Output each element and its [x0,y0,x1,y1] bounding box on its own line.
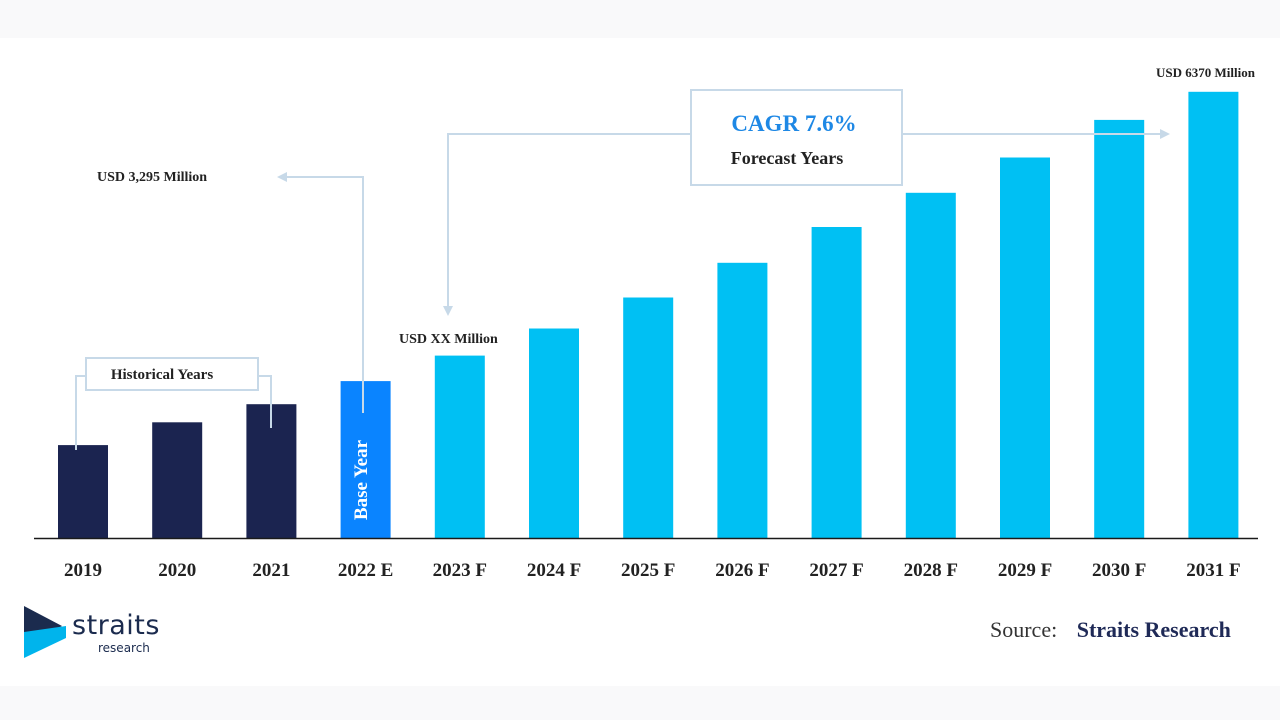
source-prefix: Source: [990,617,1058,642]
x-tick-label: 2024 F [527,560,581,581]
brand-name: straits [72,610,160,641]
forecast-years-label: Forecast Years [731,148,843,168]
bar-2026-f [717,262,768,538]
cagr-label: CAGR 7.6% [731,111,856,136]
forecast-connector-left [447,133,691,308]
bottom-band [0,686,1280,720]
x-tick-label: 2026 F [715,560,769,581]
bar-2022-e [340,381,391,538]
bar-2030-f [1094,119,1145,539]
base-year-label: Base Year [351,439,372,520]
base-value-label: USD 3,295 Million [97,170,207,185]
market-size-bar-chart: 2019 2020 2021 2022 E 2023 F 2024 F 2025 F 2026… [34,65,1258,581]
bar-2027-f [811,227,862,538]
end-value-label: USD 6370 Million [1156,65,1256,80]
x-tick-label: 2019 [64,560,102,581]
historical-years-label: Historical Years [111,367,213,383]
source-credit: Source: Straits Research [990,617,1231,643]
x-tick-label: 2031 F [1186,560,1240,581]
base-value-connector [284,176,364,413]
x-tick-label: 2027 F [809,560,863,581]
bar-2029-f [1000,157,1050,538]
x-tick-label: 2028 F [904,560,958,581]
brand-subtitle: research [98,641,150,655]
source-name: Straits Research [1076,617,1231,642]
x-tick-label: 2030 F [1092,560,1146,581]
forecast-end-arrow [1160,129,1170,139]
x-tick-label: 2023 F [433,560,487,581]
x-tick-label: 2020 [158,560,196,581]
bars-group [58,91,1239,539]
forecast-start-label: USD XX Million [399,332,498,347]
x-tick-labels: 2019 2020 2021 2022 E 2023 F 2024 F 2025 F 2026… [64,560,1241,581]
bar-2024-f [529,328,579,538]
bar-2020 [152,422,203,538]
x-tick-label: 2022 E [338,560,393,581]
bar-2028-f [905,192,956,539]
x-tick-label: 2021 [252,560,290,581]
cagr-box [690,89,903,186]
logo-mark-icon [24,606,66,658]
x-tick-label: 2025 F [621,560,675,581]
forecast-start-arrow [443,306,453,316]
bar-2023-f [434,355,485,538]
bar-2025-f [623,297,674,538]
base-value-arrow [277,172,287,182]
straits-research-logo: straits research [22,604,172,660]
x-tick-label: 2029 F [998,560,1052,581]
bar-2019 [58,445,108,538]
historical-bracket-right [258,375,272,428]
historical-bracket-left [75,375,86,450]
historical-years-box [85,357,259,391]
bar-2031-f [1188,91,1239,539]
top-band [0,0,1280,38]
